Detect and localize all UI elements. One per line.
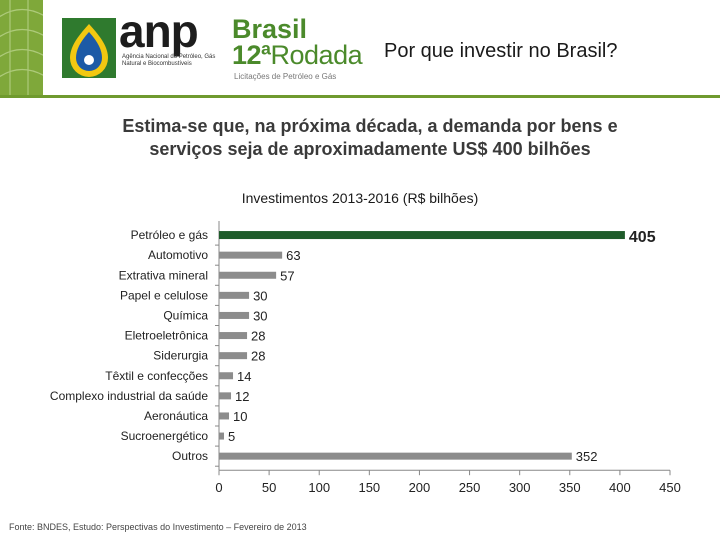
value-label: 352 (576, 449, 598, 464)
bar (219, 452, 572, 460)
category-label: Petróleo e gás (131, 228, 208, 242)
anp-logo: anp Agência Nacional do Petróleo, Gás Na… (62, 5, 222, 82)
x-tick-label: 250 (459, 480, 481, 495)
x-tick-label: 0 (215, 480, 222, 495)
round-word: Rodada (270, 40, 363, 70)
bar (219, 291, 250, 299)
x-tick-label: 300 (509, 480, 531, 495)
anp-wordmark: anp (119, 5, 199, 57)
value-label: 12 (235, 389, 249, 404)
x-tick-label: 200 (409, 480, 431, 495)
category-label: Complexo industrial da saúde (50, 389, 208, 403)
page-title: Por que investir no Brasil? (384, 40, 618, 62)
category-label: Papel e celulose (120, 288, 208, 302)
category-label: Outros (172, 449, 208, 463)
bar (219, 372, 234, 380)
x-tick-label: 150 (358, 480, 380, 495)
x-tick-label: 100 (308, 480, 330, 495)
value-label: 57 (280, 268, 294, 283)
round-logo: Brasil 12ªRodada Licitações de Petróleo … (232, 14, 363, 86)
round-logo-brasil: Brasil (232, 14, 308, 44)
bar (219, 271, 277, 279)
headline: Estima-se que, na próxima década, a dema… (60, 115, 680, 161)
round-number: 12ª (232, 40, 271, 70)
headline-line-2: serviços seja de aproximadamente US$ 400… (149, 139, 591, 159)
value-label: 28 (251, 329, 265, 344)
value-label: 30 (253, 288, 267, 303)
footer-source: Fonte: BNDES, Estudo: Perspectivas do In… (9, 522, 307, 532)
round-logo-rodada: 12ªRodada (232, 40, 363, 71)
x-tick-label: 50 (262, 480, 276, 495)
x-tick-label: 400 (609, 480, 631, 495)
category-label: Siderurgia (153, 349, 208, 363)
bar (219, 332, 248, 340)
value-label: 5 (228, 429, 235, 444)
value-label: 30 (253, 308, 267, 323)
bar (219, 432, 225, 440)
anp-subtitle: Agência Nacional do Petróleo, Gás Natura… (122, 54, 216, 67)
anp-emblem-icon (62, 18, 116, 78)
headline-line-1: Estima-se que, na próxima década, a dema… (122, 116, 618, 136)
bar (219, 392, 232, 400)
bar (219, 251, 283, 259)
x-tick-label: 450 (659, 480, 681, 495)
value-label: 10 (233, 409, 247, 424)
category-label: Têxtil e confecções (105, 369, 208, 383)
category-label: Aeronáutica (144, 409, 208, 423)
x-tick-label: 350 (559, 480, 581, 495)
header-green-strip (0, 0, 43, 95)
category-label: Extrativa mineral (119, 268, 208, 282)
bar (219, 311, 250, 319)
decorative-pattern-icon (0, 0, 43, 95)
bar (219, 231, 625, 240)
round-logo-tagline: Licitações de Petróleo e Gás (234, 72, 337, 81)
value-label: 14 (237, 369, 251, 384)
category-label: Química (163, 308, 208, 322)
category-label: Automotivo (148, 248, 208, 262)
bar (219, 352, 248, 360)
header-rule (0, 95, 720, 98)
category-label: Sucroenergético (121, 429, 209, 443)
category-label: Eletroeletrônica (125, 329, 209, 343)
chart-title: Investimentos 2013-2016 (R$ bilhões) (241, 190, 479, 206)
bar (219, 412, 230, 420)
value-label: 63 (286, 248, 300, 263)
value-label: 28 (251, 349, 265, 364)
value-label: 405 (629, 229, 656, 246)
